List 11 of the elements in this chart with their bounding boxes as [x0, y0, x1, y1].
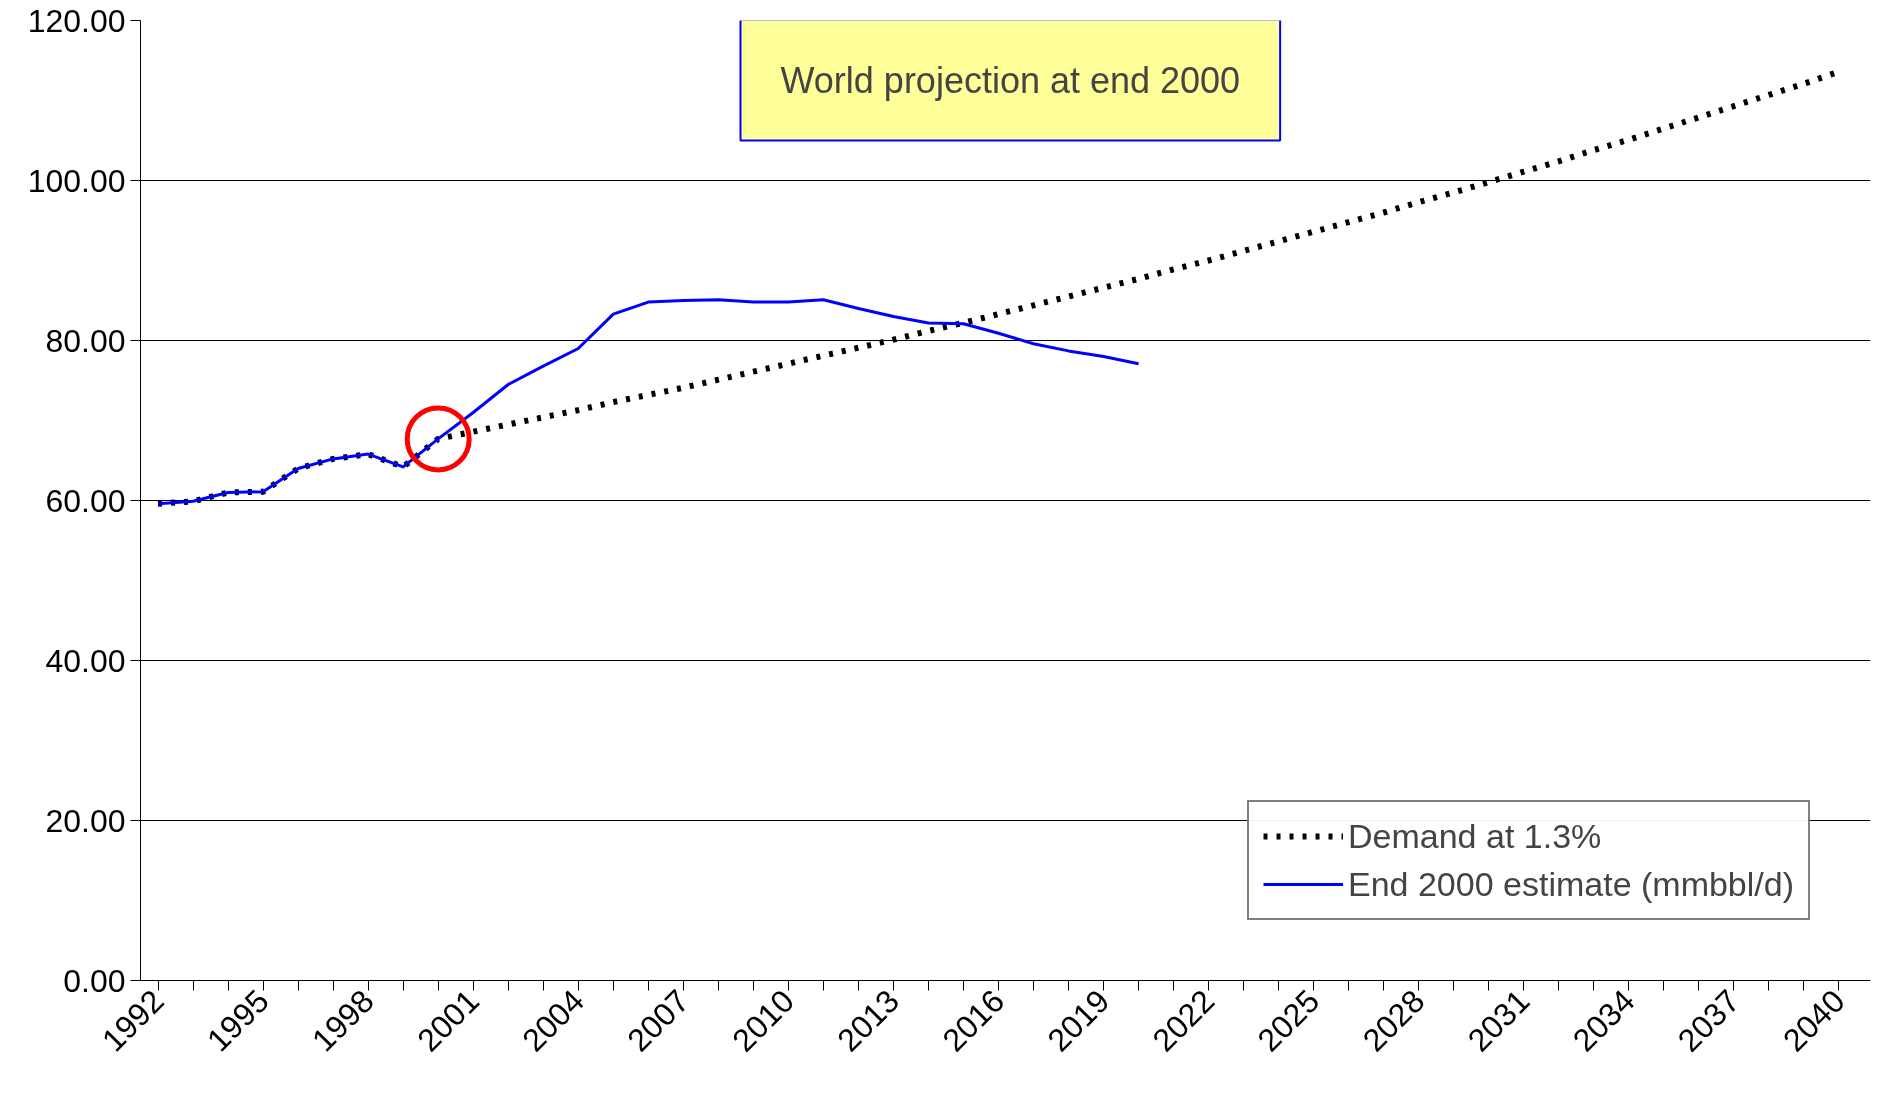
y-tick-label: 80.00	[45, 322, 126, 359]
y-tick-label: 100.00	[27, 162, 126, 199]
y-tick-label: 0.00	[63, 962, 126, 999]
line-series	[156, 298, 1141, 506]
y-tick-label: 20.00	[45, 802, 126, 839]
text: World projection at end 2000	[780, 59, 1241, 101]
legend-label: End 2000 estimate (mmbbl/d)	[1348, 864, 1794, 904]
legend-label: Demand at 1.3%	[1348, 816, 1602, 856]
y-tick-label: 40.00	[45, 642, 126, 679]
y-tick-label: 120.00	[27, 2, 126, 39]
y-tick-label: 60.00	[45, 482, 126, 519]
